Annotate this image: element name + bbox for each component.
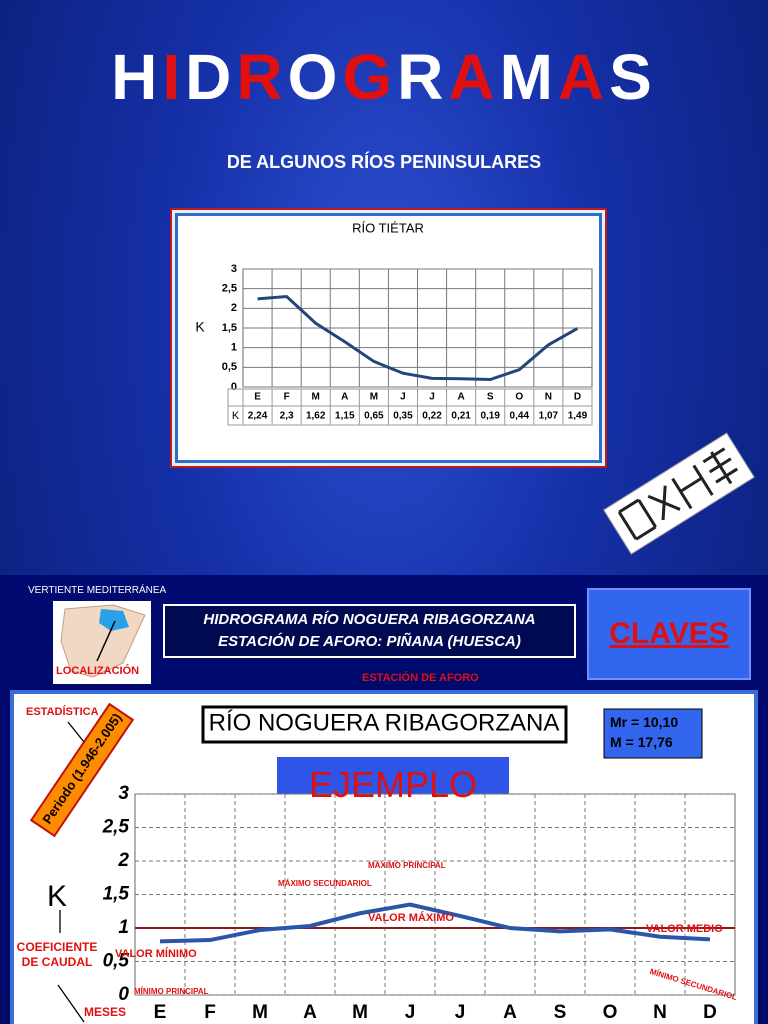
- y-axis-label: K: [47, 880, 67, 913]
- slope-label: VERTIENTE MEDITERRÁNEA: [28, 585, 167, 596]
- annotation: VALOR MEDIO: [646, 923, 723, 935]
- table-value: 1,62: [306, 411, 326, 422]
- location-map: [53, 601, 151, 684]
- annotation: VALOR MÍNIMO: [115, 948, 197, 960]
- stat: Mr = 10,10: [610, 714, 679, 730]
- x-tick-label: J: [405, 1002, 416, 1023]
- table-value: 1,49: [568, 411, 588, 422]
- y-tick-label: 0: [118, 984, 129, 1005]
- x-tick-label: E: [154, 1002, 167, 1023]
- y-tick-label: 2,5: [102, 817, 130, 838]
- table-value: 1,07: [539, 411, 559, 422]
- x-tick-label: A: [458, 392, 465, 403]
- table-value: 2,3: [280, 411, 294, 422]
- table-value: 0,19: [480, 411, 500, 422]
- location-label: LOCALIZACIÓN: [56, 665, 140, 677]
- x-tick-label: M: [252, 1002, 268, 1023]
- x-tick-label: A: [303, 1002, 317, 1023]
- y-label-note: COEFICIENTE DE CAUDAL: [16, 940, 98, 969]
- annotation: MÍNIMO PRINCIPAL: [134, 987, 209, 996]
- y-axis-label: K: [195, 319, 205, 335]
- heading-line: ESTACIÓN DE AFORO: PIÑANA (HUESCA): [218, 633, 521, 650]
- subtitle: DE ALGUNOS RÍOS PENINSULARES: [226, 152, 542, 172]
- x-tick-label: A: [503, 1002, 517, 1023]
- title: HIDROGRAMAS: [111, 41, 657, 113]
- x-tick-label: M: [312, 392, 320, 403]
- data-line: [257, 294, 579, 382]
- y-tick-label: 0,5: [103, 951, 130, 972]
- y-tick-label: 0,5: [222, 361, 237, 373]
- x-tick-label: J: [400, 392, 406, 403]
- x-tick-label: M: [352, 1002, 368, 1023]
- y-tick-label: 0: [231, 381, 237, 393]
- table-value: 1,15: [335, 411, 355, 422]
- table-value: 0,22: [422, 411, 442, 422]
- y-tick-label: 1: [118, 917, 129, 938]
- x-axis-label: MESES: [84, 1005, 127, 1019]
- chart-title: RÍO TIÉTAR: [352, 220, 424, 235]
- stats-label: ESTADÍSTICA: [26, 706, 99, 718]
- y-tick-label: 1,5: [103, 884, 130, 905]
- table-value: 0,44: [510, 411, 530, 422]
- stat: M = 17,76: [610, 734, 673, 750]
- station-label: ESTACIÓN DE AFORO: [362, 672, 479, 684]
- y-tick-label: 3: [118, 783, 129, 804]
- heading-line: HIDROGRAMA RÍO NOGUERA RIBAGORZANA: [203, 611, 536, 628]
- x-tick-label: F: [284, 392, 290, 403]
- chart-title: RÍO NOGUERA RIBAGORZANA: [209, 709, 560, 736]
- y-tick-label: 2: [117, 850, 129, 871]
- x-tick-label: J: [429, 392, 435, 403]
- tablet-icon: [603, 432, 755, 555]
- y-tick-label: 3: [231, 263, 237, 275]
- x-tick-label: D: [574, 392, 581, 403]
- x-tick-label: E: [254, 392, 261, 403]
- y-tick-label: 2: [231, 302, 237, 314]
- x-tick-label: O: [603, 1002, 618, 1023]
- x-tick-label: S: [554, 1002, 567, 1023]
- example-label: EJEMPLO: [308, 764, 478, 805]
- x-tick-label: D: [703, 1002, 717, 1023]
- keys-button[interactable]: CLAVES: [587, 588, 751, 680]
- y-tick-label: 2,5: [222, 283, 237, 295]
- y-tick-label: 1: [231, 342, 237, 354]
- annotation: VALOR MÁXIMO: [368, 912, 454, 924]
- annotation: MÁXIMO SECUNDARIOL: [278, 879, 372, 888]
- annotation: MÁXIMO PRINCIPAL: [368, 861, 446, 870]
- table-frame: [227, 388, 593, 426]
- heading-box: HIDROGRAMA RÍO NOGUERA RIBAGORZANA ESTAC…: [163, 604, 576, 658]
- table-value: 2,24: [248, 411, 268, 422]
- data-line: [159, 902, 711, 944]
- table-value: 0,35: [393, 411, 413, 422]
- x-tick-label: F: [204, 1002, 216, 1023]
- x-tick-label: M: [370, 392, 378, 403]
- y-tick-label: 1,5: [222, 322, 237, 334]
- x-tick-label: S: [487, 392, 494, 403]
- x-tick-label: A: [341, 392, 348, 403]
- x-tick-label: N: [545, 392, 552, 403]
- table-row-label: K: [232, 410, 240, 422]
- table-value: 0,65: [364, 411, 384, 422]
- x-tick-label: O: [515, 392, 523, 403]
- x-tick-label: N: [653, 1002, 667, 1023]
- table-value: 0,21: [451, 411, 471, 422]
- x-tick-label: J: [455, 1002, 466, 1023]
